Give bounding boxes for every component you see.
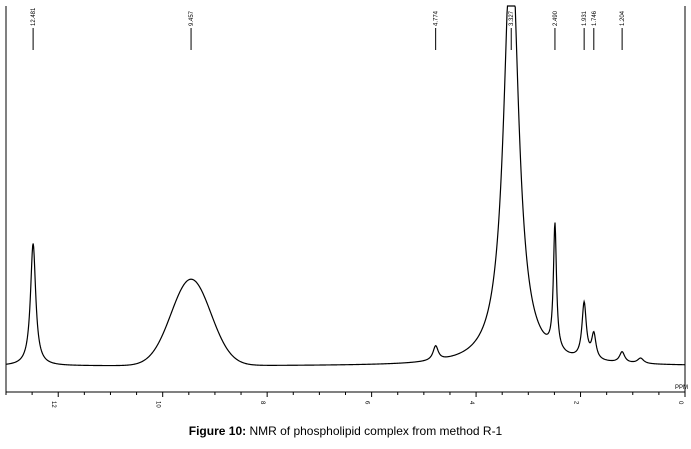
peak-label: 12.481 — [31, 7, 37, 26]
x-tick-label: 6 — [364, 401, 370, 405]
x-tick-label: 0 — [677, 401, 683, 405]
figure-caption: Figure 10: NMR of phospholipid complex f… — [0, 424, 691, 438]
spectrum-line — [5, 5, 685, 367]
peak-label: 2.490 — [553, 10, 559, 26]
peak-label: 1.746 — [592, 10, 598, 26]
peak-label: 4.774 — [434, 10, 440, 26]
peak-label: 1.931 — [582, 10, 588, 26]
x-tick-label: 12 — [50, 401, 56, 408]
x-tick-label: 2 — [573, 401, 579, 405]
peak-labels: 12.481 9.457 4.774 3.327 2.490 1.931 1.746 1.20… — [31, 7, 626, 50]
peak-label: 1.204 — [620, 10, 626, 26]
peak-label: 3.327 — [509, 10, 515, 26]
x-axis: 12 10 8 6 4 2 0 — [5, 391, 686, 408]
peak-label: 9.457 — [189, 10, 195, 26]
x-tick-label: 4 — [468, 401, 474, 405]
x-tick-label: 8 — [259, 401, 265, 405]
figure-caption-text: NMR of phospholipid complex from method … — [246, 424, 503, 438]
frame — [5, 6, 686, 392]
figure-caption-label: Figure 10: — [188, 424, 247, 438]
x-tick-label: 10 — [155, 401, 161, 408]
x-axis-label: PPM — [675, 385, 688, 391]
nmr-spectrum-chart: 12.481 9.457 4.774 3.327 2.490 1.931 1.746 1.20… — [5, 5, 688, 408]
